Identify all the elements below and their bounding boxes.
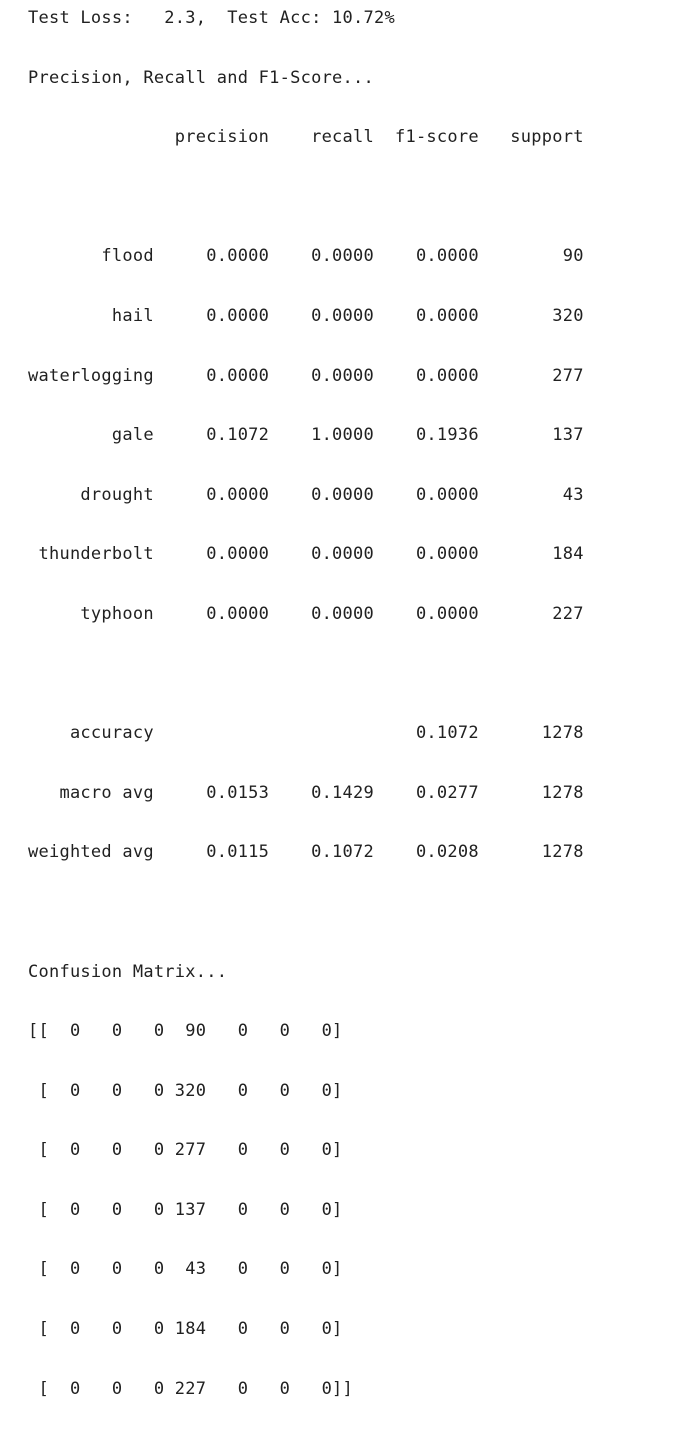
confusion-matrix-heading: Confusion Matrix... <box>28 961 228 982</box>
test-metrics-line: Test Loss: 2.3, Test Acc: 10.72% <box>28 8 395 28</box>
report-row-thunderbolt: thunderbolt 0.0000 0.0000 0.0000 184 <box>28 544 584 565</box>
report-row-weighted-avg: weighted avg 0.0115 0.1072 0.0208 1278 <box>28 842 584 863</box>
blank-line <box>28 183 584 213</box>
blank-line <box>28 898 584 928</box>
report-row-typhoon: typhoon 0.0000 0.0000 0.0000 227 <box>28 603 584 624</box>
report-row-hail: hail 0.0000 0.0000 0.0000 320 <box>28 305 584 326</box>
confusion-matrix-row: [ 0 0 0 320 0 0 0] <box>28 1080 343 1101</box>
report-row-gale: gale 0.1072 1.0000 0.1936 137 <box>28 425 584 446</box>
report-row-waterlogging: waterlogging 0.0000 0.0000 0.0000 277 <box>28 365 584 386</box>
blank-line <box>28 660 584 690</box>
cell-output: Test Loss: 2.3, Test Acc: 10.72% Precisi… <box>28 4 584 1434</box>
report-heading-line: Precision, Recall and F1-Score... <box>28 67 375 88</box>
confusion-matrix-row: [ 0 0 0 184 0 0 0] <box>28 1319 343 1340</box>
confusion-matrix-row: [ 0 0 0 277 0 0 0] <box>28 1140 343 1161</box>
confusion-matrix-row: [[ 0 0 0 90 0 0 0] <box>28 1021 343 1042</box>
report-row-drought: drought 0.0000 0.0000 0.0000 43 <box>28 484 584 505</box>
report-row-accuracy: accuracy 0.1072 1278 <box>28 723 584 744</box>
confusion-matrix-row: [ 0 0 0 43 0 0 0] <box>28 1259 343 1280</box>
confusion-matrix-row: [ 0 0 0 137 0 0 0] <box>28 1199 343 1220</box>
report-header-row: precision recall f1-score support <box>28 127 584 148</box>
report-row-flood: flood 0.0000 0.0000 0.0000 90 <box>28 246 584 267</box>
report-row-macro-avg: macro avg 0.0153 0.1429 0.0277 1278 <box>28 782 584 803</box>
confusion-matrix-row: [ 0 0 0 227 0 0 0]] <box>28 1378 354 1399</box>
